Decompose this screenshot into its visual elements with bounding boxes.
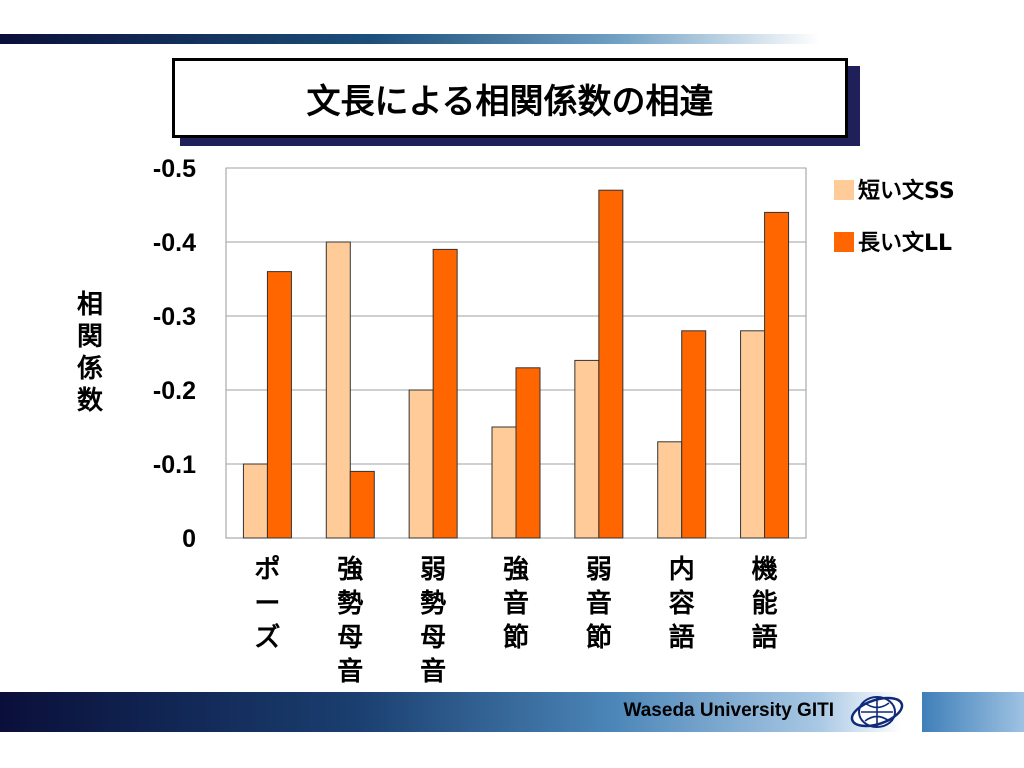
x-category-label: 機能語 — [752, 555, 778, 653]
bar-short — [325, 241, 351, 539]
bar-short — [491, 426, 517, 539]
y-tick-label: -0.2 — [153, 377, 196, 405]
x-category-label: 内容語 — [669, 555, 695, 653]
title-box: 文長による相関係数の相違 — [172, 58, 848, 138]
footer-text: Waseda University GITI — [623, 700, 834, 721]
bar-long — [432, 248, 458, 539]
bar-long — [598, 189, 624, 539]
x-category-label: ポーズ — [254, 554, 280, 653]
bar-short — [657, 441, 683, 539]
bar-long — [266, 271, 292, 539]
legend-swatch — [834, 232, 854, 252]
y-tick-label: 0 — [182, 525, 196, 553]
bar-short — [574, 359, 600, 539]
top-decorative-bar — [0, 34, 820, 44]
y-tick-label: -0.3 — [153, 303, 196, 331]
x-category-label: 強音節 — [503, 555, 529, 653]
y-tick-label: -0.1 — [153, 451, 196, 479]
y-tick-label: -0.5 — [153, 155, 196, 183]
bar-short — [740, 330, 766, 539]
bar-long — [515, 367, 541, 539]
x-category-label: 弱音節 — [586, 555, 612, 653]
slide-title: 文長による相関係数の相違 — [306, 81, 714, 122]
globe-logo-icon — [850, 696, 904, 728]
bar-short — [408, 389, 434, 539]
bar-long — [764, 211, 790, 539]
x-category-label: 弱勢母音 — [420, 555, 446, 687]
bar-long — [681, 330, 707, 539]
legend-label: 長い文LL — [858, 230, 952, 256]
bottom-accent-bar — [922, 692, 1024, 732]
bar-short — [242, 463, 268, 539]
legend-swatch — [834, 180, 854, 200]
legend-label: 短い文SS — [858, 178, 955, 204]
bar-long — [349, 470, 375, 539]
y-tick-label: -0.4 — [153, 229, 196, 257]
y-axis-label: 相関係数 — [77, 290, 104, 416]
x-category-label: 強勢母音 — [337, 555, 363, 687]
